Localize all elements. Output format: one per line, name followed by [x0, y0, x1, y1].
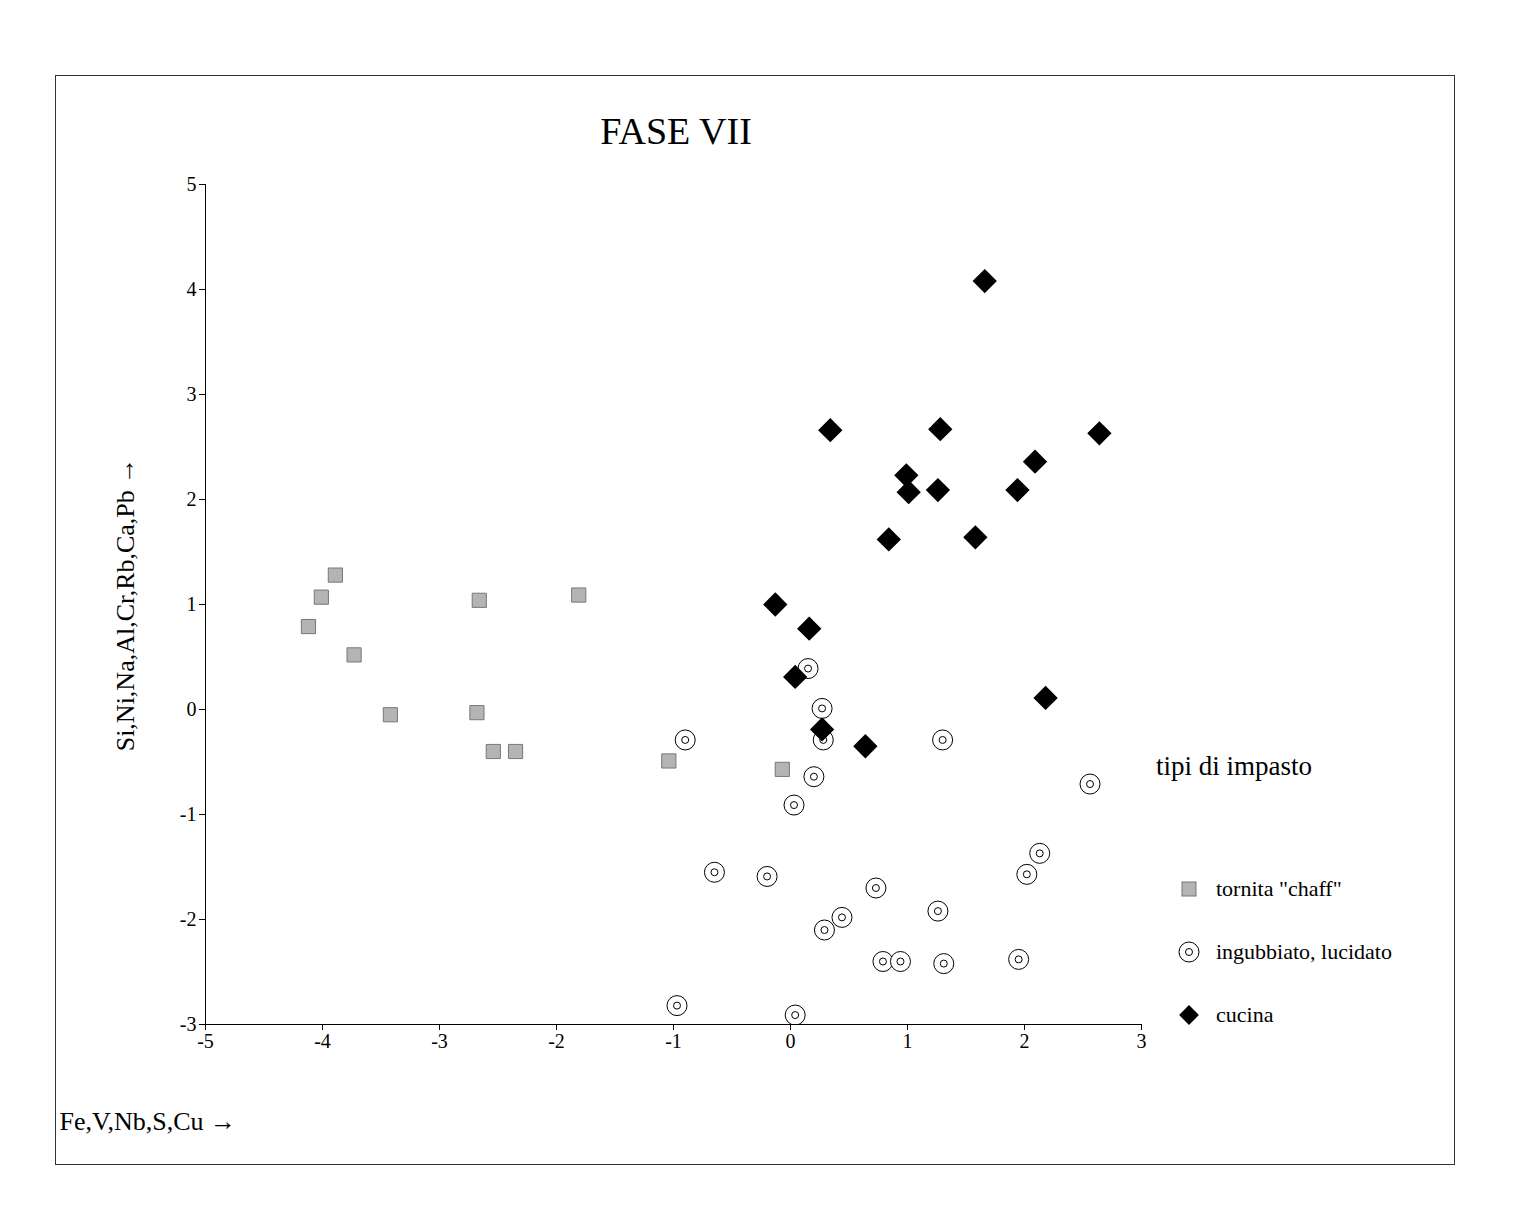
svg-text:-2: -2 [180, 908, 197, 930]
svg-text:-2: -2 [548, 1030, 565, 1052]
svg-text:-3: -3 [180, 1013, 197, 1035]
svg-text:5: 5 [187, 173, 197, 195]
svg-text:1: 1 [187, 593, 197, 615]
html-text:tornita "chaff": tornita "chaff" [1216, 875, 1342, 901]
svg-text:0: 0 [187, 698, 197, 720]
svg-text:Si,Ni,Na,Al,Cr,Rb,Ca,Pb →: Si,Ni,Na,Al,Cr,Rb,Ca,Pb → [111, 458, 140, 752]
svg-text:-3: -3 [431, 1030, 448, 1052]
html-text:cucina: cucina [1216, 1001, 1274, 1027]
svg-text:-1: -1 [665, 1030, 682, 1052]
svg-text:-5: -5 [197, 1030, 214, 1052]
html-text:tipi di impasto: tipi di impasto [1156, 751, 1312, 781]
svg-text:1: 1 [903, 1030, 913, 1052]
html-text:FASE VII: FASE VII [600, 110, 752, 152]
svg-text:2: 2 [1020, 1030, 1030, 1052]
svg-text:Fe,V,Nb,S,Cu →: Fe,V,Nb,S,Cu → [60, 1107, 237, 1136]
svg-text:-1: -1 [180, 803, 197, 825]
html-text:ingubbiato, lucidato: ingubbiato, lucidato [1216, 938, 1392, 964]
svg-text:0: 0 [786, 1030, 796, 1052]
svg-text:-4: -4 [314, 1030, 331, 1052]
svg-text:2: 2 [187, 488, 197, 510]
svg-text:4: 4 [187, 278, 197, 300]
svg-text:3: 3 [187, 383, 197, 405]
svg-text:3: 3 [1137, 1030, 1147, 1052]
